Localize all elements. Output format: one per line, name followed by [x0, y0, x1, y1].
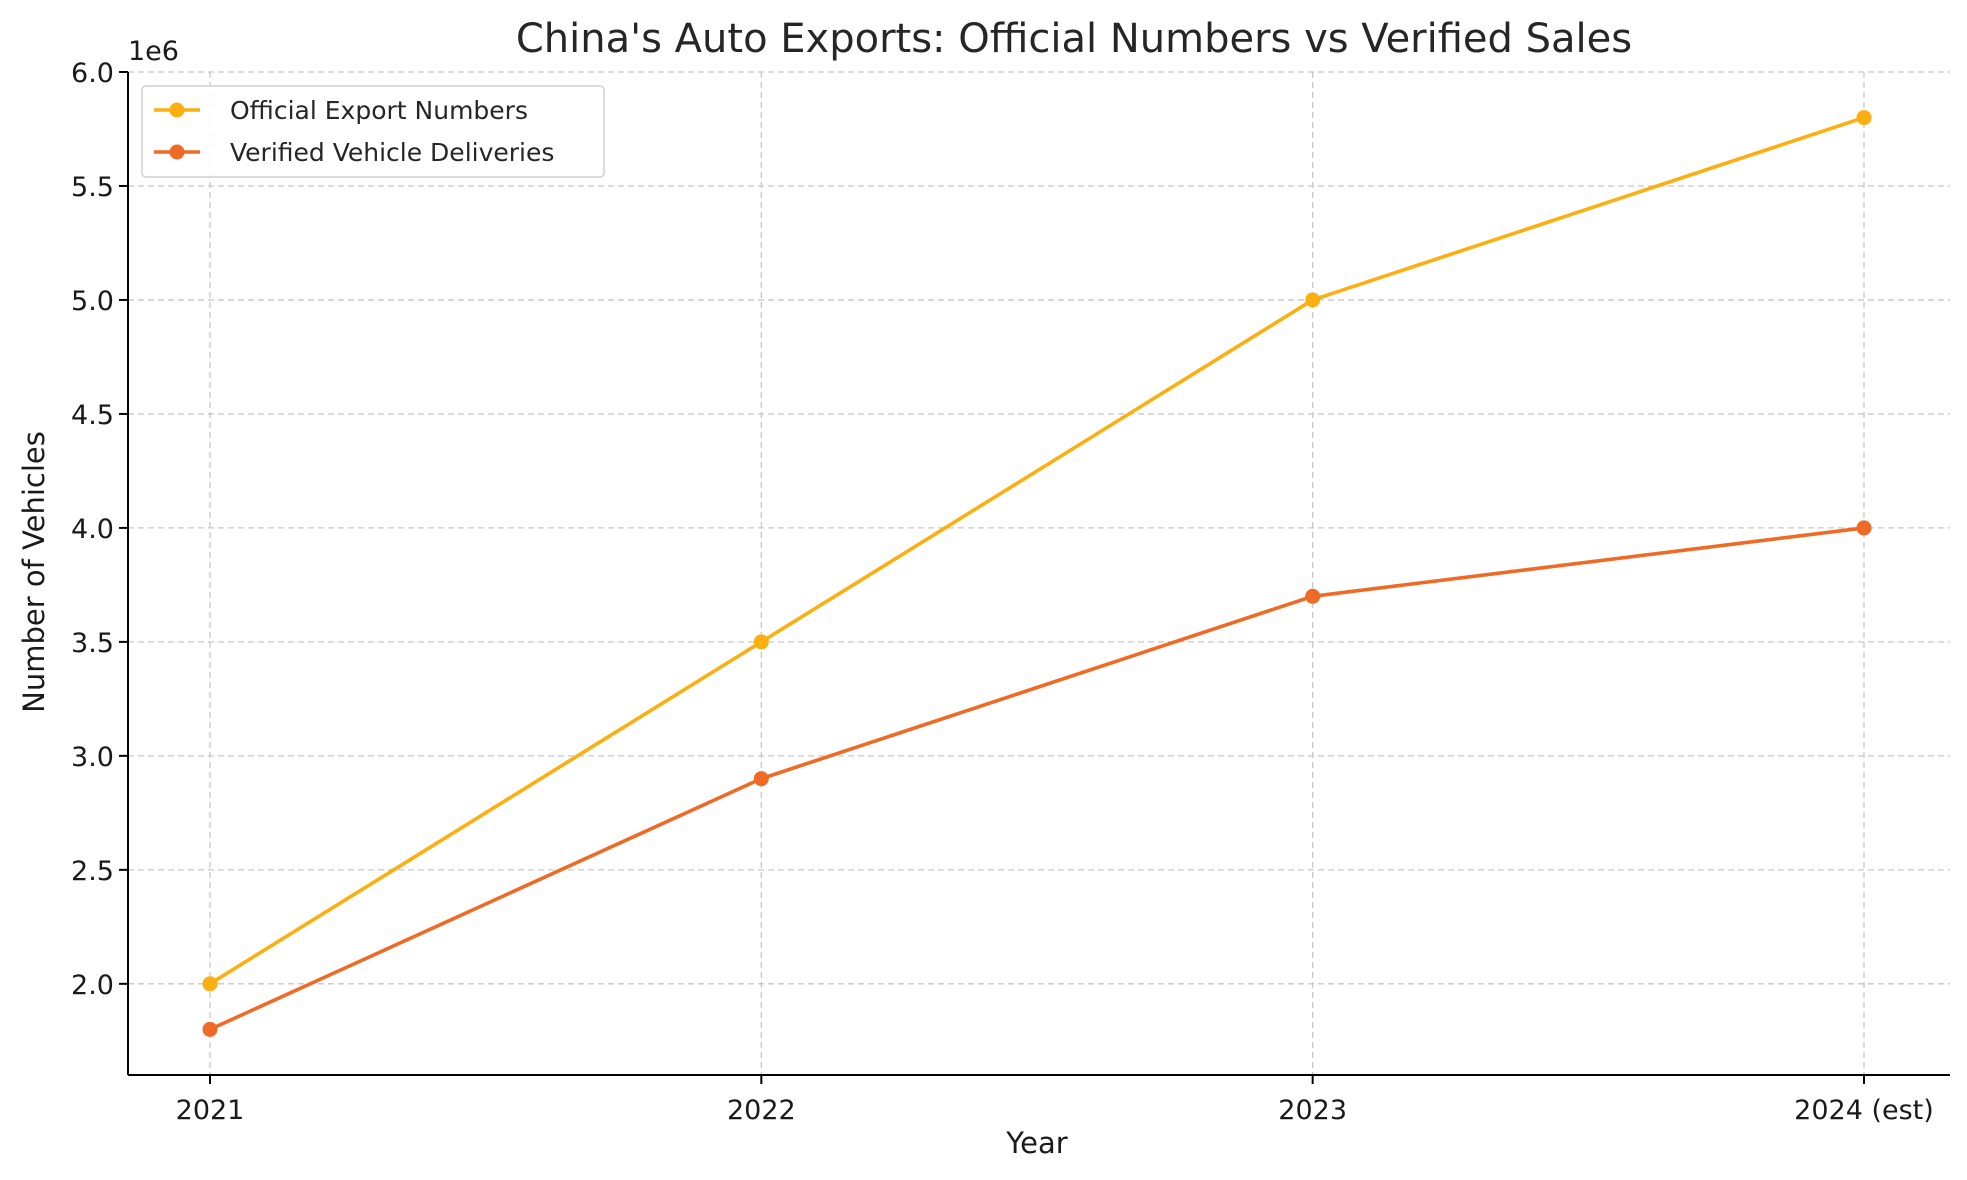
y-tick-label: 3.5: [71, 628, 114, 659]
series-2-point: [753, 771, 769, 787]
series-2-point: [1305, 588, 1321, 604]
series: [202, 110, 1872, 1037]
series-1-point: [1305, 292, 1321, 308]
series-1-point: [1856, 110, 1872, 126]
x-tick-label: 2024 (est): [1794, 1095, 1934, 1126]
y-tick-label: 2.0: [71, 970, 114, 1001]
legend-marker-1: [169, 102, 185, 118]
legend-marker-2: [169, 144, 185, 160]
legend: Official Export Numbers Verified Vehicle …: [141, 85, 605, 178]
y-offset-label: 1e6: [128, 36, 179, 67]
x-tick-label: 2023: [1278, 1095, 1347, 1126]
legend-entry-1: Official Export Numbers: [230, 96, 528, 125]
series-1-point: [202, 976, 218, 992]
series-1-point: [753, 634, 769, 650]
y-tick-label: 5.0: [71, 286, 114, 317]
axes: 2.0 2.5 3.0 3.5 4.0 4.5 5.0 5.5 6.0 2021 2022 2023 2…: [71, 58, 1950, 1126]
series-line-2: [208, 526, 1866, 1032]
series-2-point: [1856, 520, 1872, 536]
series-line-1: [208, 115, 1866, 986]
x-axis-label: Year: [1005, 1126, 1067, 1160]
grid: [128, 71, 1950, 1075]
y-axis-label: Number of Vehicles: [17, 431, 51, 713]
y-tick-label: 6.0: [71, 58, 114, 89]
x-tick-label: 2021: [176, 1095, 245, 1126]
x-tick-label: 2022: [727, 1095, 796, 1126]
legend-box: [141, 85, 605, 178]
y-tick-label: 2.5: [71, 856, 114, 887]
chart-title: China's Auto Exports: Official Numbers v…: [516, 16, 1632, 62]
y-tick-label: 4.0: [71, 514, 114, 545]
series-2-point: [202, 1021, 218, 1037]
legend-entry-2: Verified Vehicle Deliveries: [230, 138, 554, 167]
y-tick-label: 5.5: [71, 172, 114, 203]
y-tick-label: 3.0: [71, 742, 114, 773]
y-tick-label: 4.5: [71, 400, 114, 431]
